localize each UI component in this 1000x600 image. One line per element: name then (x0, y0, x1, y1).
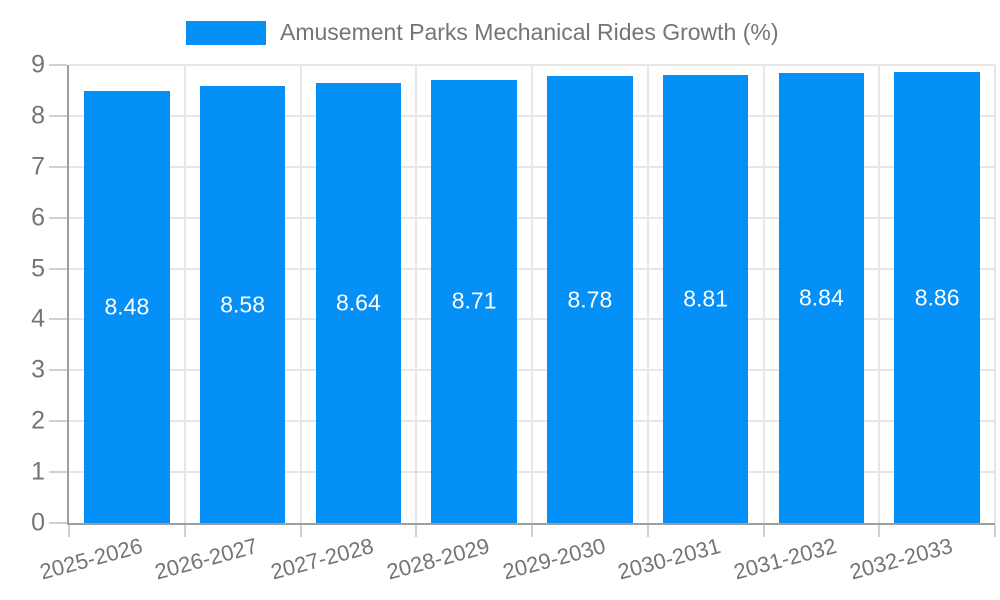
x-axis-category-label: 2032-2033 (846, 533, 956, 585)
bar: 8.78 (547, 76, 633, 523)
bar: 8.58 (199, 86, 286, 523)
x-axis-labels: 2025-2026 2026-2027 2027-2028 2028-2029 2029… (37, 527, 993, 600)
y-axis-tick (49, 471, 67, 474)
plot-area: 8.48 8.58 8.64 8.71 8.78 8.81 8.84 8.86 (49, 64, 996, 537)
vertical-gridline (183, 65, 186, 523)
y-axis-tick (49, 267, 67, 270)
y-axis-tick-label: 6 (31, 203, 45, 232)
vertical-gridline (646, 65, 649, 523)
y-axis-tick (49, 114, 67, 117)
vertical-gridline (531, 65, 533, 523)
x-axis-category-label: 2029-2030 (499, 533, 608, 585)
y-axis-tick-label: 9 (31, 50, 45, 79)
bar: 8.48 (84, 91, 170, 523)
y-axis-tick (49, 420, 67, 423)
y-axis-labels: 0 1 2 3 4 5 6 7 8 9 (0, 52, 67, 535)
legend-swatch (186, 20, 266, 45)
legend: Amusement Parks Mechanical Rides Growth … (186, 19, 779, 46)
y-axis-tick-label: 2 (31, 406, 45, 435)
bar-value-label: 8.78 (567, 286, 613, 313)
y-axis-tick (49, 64, 67, 66)
x-axis-tick (415, 525, 418, 537)
y-axis-tick-label: 7 (31, 152, 45, 181)
vertical-gridline (415, 65, 418, 523)
bar-value-label: 8.81 (683, 285, 728, 312)
bar-value-label: 8.71 (451, 287, 497, 314)
y-axis-tick (49, 165, 67, 168)
x-axis-tick (878, 525, 881, 537)
x-axis-category-label: 2030-2031 (615, 533, 724, 585)
bar-value-label: 8.86 (914, 284, 960, 311)
y-axis-tick-label: 5 (31, 254, 45, 283)
x-axis-tick (183, 525, 186, 537)
bar-value-label: 8.58 (220, 291, 265, 318)
y-axis-tick (49, 522, 67, 524)
bar: 8.81 (662, 74, 749, 523)
x-axis-category-label: 2025-2026 (36, 533, 145, 585)
legend-label: Amusement Parks Mechanical Rides Growth … (280, 19, 779, 45)
bar-value-label: 8.48 (104, 293, 150, 320)
y-axis-tick-label: 3 (31, 355, 45, 384)
x-axis-tick (531, 525, 533, 537)
bar: 8.86 (894, 72, 980, 523)
bar-value-label: 8.84 (798, 284, 844, 311)
y-axis-tick-label: 1 (31, 457, 45, 486)
vertical-gridline (762, 65, 765, 523)
vertical-gridline (878, 65, 881, 523)
bar: 8.64 (315, 83, 402, 523)
y-axis-tick-label: 4 (31, 304, 45, 333)
x-axis-tick (299, 525, 302, 537)
y-axis-tick (49, 369, 67, 372)
x-axis-tick (762, 525, 765, 537)
x-axis-category-label: 2027-2028 (268, 533, 377, 585)
x-axis-category-label: 2028-2029 (383, 533, 493, 585)
bar: 8.71 (431, 79, 517, 523)
bar-value-label: 8.64 (335, 289, 381, 316)
vertical-gridline (299, 65, 302, 523)
y-axis-tick-label: 0 (31, 508, 45, 537)
x-axis-category-label: 2026-2027 (152, 533, 261, 585)
vertical-gridline (994, 65, 996, 523)
y-axis-tick-label: 8 (31, 101, 45, 130)
y-axis-tick (49, 216, 67, 219)
x-axis-tick (994, 525, 996, 537)
x-axis-tick (646, 525, 649, 537)
y-axis-tick (49, 318, 67, 321)
bar: 8.84 (778, 73, 865, 523)
legend-item[interactable]: Amusement Parks Mechanical Rides Growth … (186, 19, 779, 46)
x-axis-tick (68, 525, 70, 537)
x-axis-category-label: 2031-2032 (731, 533, 840, 585)
